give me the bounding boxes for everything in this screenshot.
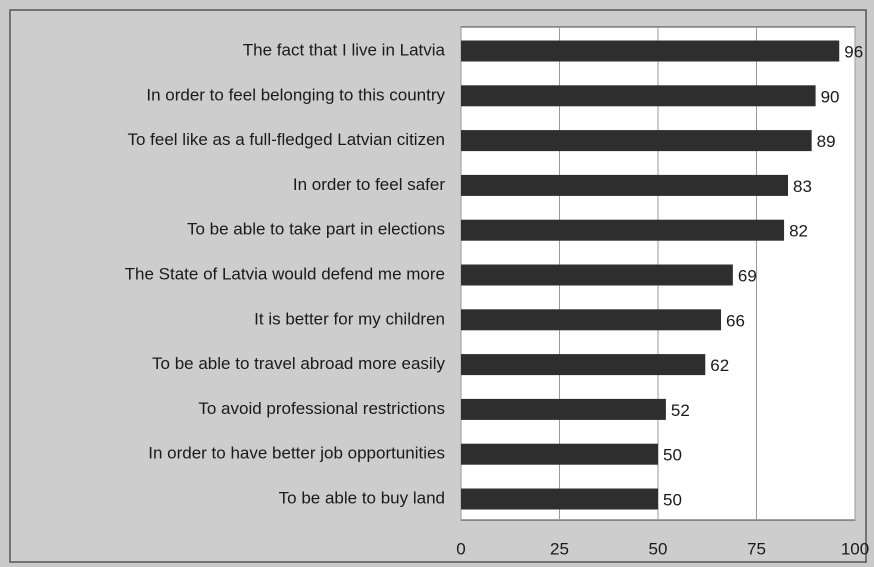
- value-label: 96: [844, 42, 863, 61]
- x-tick-label: 25: [550, 539, 569, 558]
- bar: [461, 264, 733, 286]
- y-tick-label: The fact that I live in Latvia: [243, 40, 446, 59]
- value-label: 82: [789, 222, 808, 241]
- value-label: 89: [817, 132, 836, 151]
- x-tick-label: 50: [649, 539, 668, 558]
- value-label: 50: [663, 490, 682, 509]
- bar: [461, 130, 812, 152]
- value-label: 69: [738, 266, 757, 285]
- value-label: 62: [710, 356, 729, 375]
- y-tick-label: To be able to buy land: [279, 488, 445, 507]
- y-tick-label: The State of Latvia would defend me more: [125, 264, 445, 283]
- bar: [461, 174, 789, 196]
- value-label: 66: [726, 311, 745, 330]
- bar: [461, 443, 658, 465]
- x-tick-label: 75: [747, 539, 766, 558]
- bar: [461, 354, 706, 376]
- bar: [461, 309, 722, 331]
- y-tick-label: To be able to take part in elections: [187, 220, 445, 239]
- y-tick-label: In order to feel belonging to this count…: [146, 85, 445, 104]
- bar: [461, 85, 816, 107]
- bar: [461, 488, 658, 510]
- value-label: 83: [793, 177, 812, 196]
- bar: [461, 219, 785, 241]
- bar: [461, 398, 666, 420]
- x-tick-label: 0: [456, 539, 465, 558]
- bar: [461, 40, 840, 62]
- value-label: 52: [671, 401, 690, 420]
- y-tick-label: In order to feel safer: [293, 175, 445, 194]
- y-tick-label: To avoid professional restrictions: [198, 399, 445, 418]
- x-tick-label: 100: [841, 539, 869, 558]
- value-label: 50: [663, 446, 682, 465]
- y-tick-label: To be able to travel abroad more easily: [152, 354, 445, 373]
- value-label: 90: [821, 87, 840, 106]
- y-tick-label: It is better for my children: [254, 309, 445, 328]
- y-tick-label: To feel like as a full-fledged Latvian c…: [127, 130, 445, 149]
- y-tick-label: In order to have better job opportunitie…: [148, 444, 445, 463]
